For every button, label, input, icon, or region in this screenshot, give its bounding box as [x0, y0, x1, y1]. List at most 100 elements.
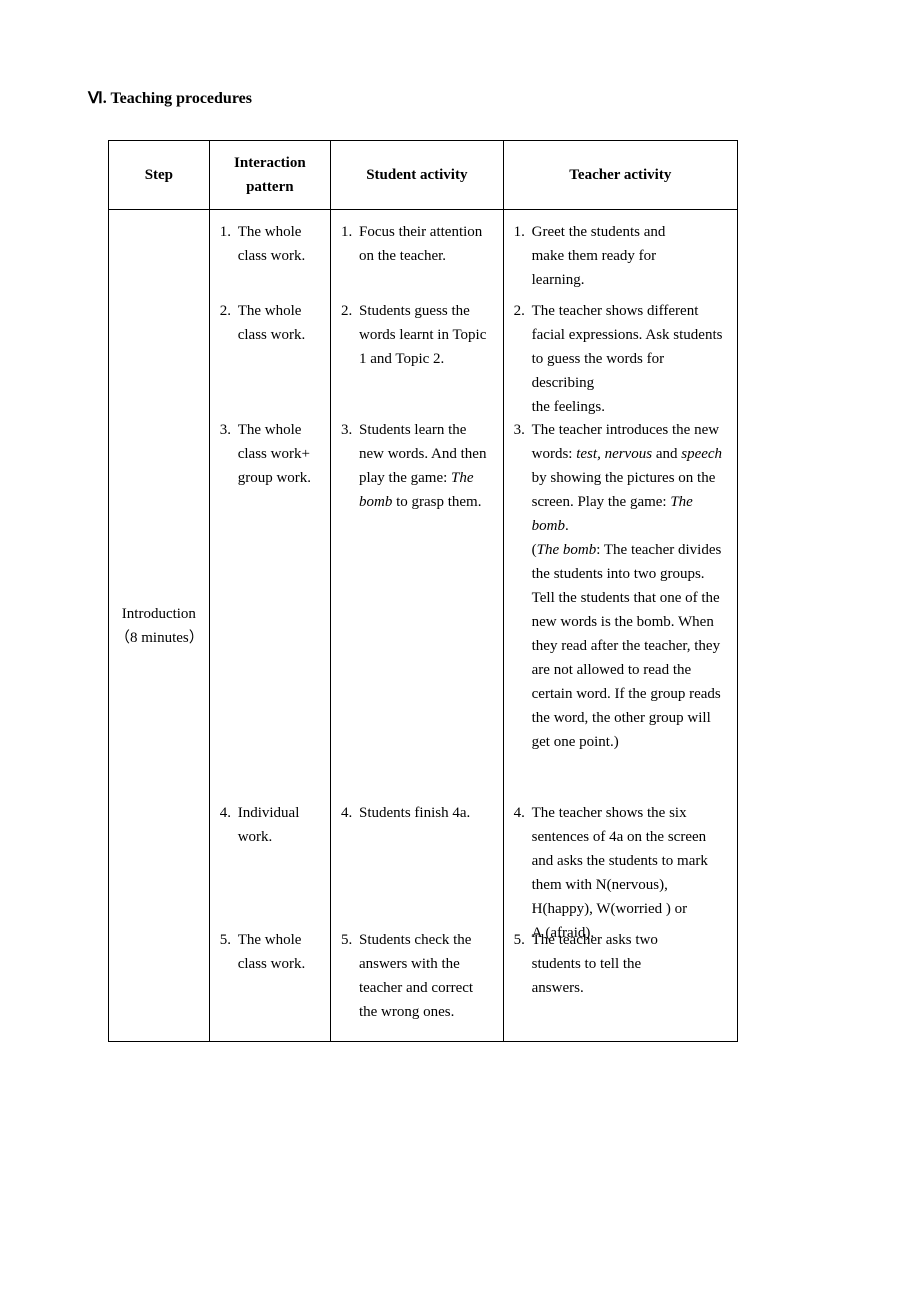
line: work. [238, 829, 273, 845]
line: class work. [238, 248, 306, 264]
interaction-item-1: 1. The whole class work. [220, 220, 320, 296]
line: Students finish 4a. [359, 805, 470, 821]
italic-text: bomb [359, 494, 392, 510]
txt: Students finish 4a. [359, 801, 493, 825]
txt: The whole class work. [238, 299, 320, 347]
num: 1. [514, 220, 532, 292]
italic-text: The bomb [537, 542, 597, 558]
italic-text: test, nervous [576, 446, 652, 462]
num: 5. [514, 928, 532, 1000]
num: 2. [341, 299, 359, 371]
student-item-4: 4. Students finish 4a. [341, 801, 493, 925]
line: The teacher asks two [532, 932, 658, 948]
num: 2. [220, 299, 238, 347]
txt: Students guess the words learnt in Topic 1… [359, 299, 493, 371]
line: Greet the students and [532, 224, 666, 240]
teacher-item-5: 5. The teacher asks two students to tell … [514, 928, 727, 1000]
txt: The teacher asks two students to tell the… [532, 928, 727, 1000]
line: The whole [238, 303, 302, 319]
line: . [565, 518, 569, 534]
line: words learnt in Topic [359, 327, 486, 343]
student-item-5: 5. Students check the answers with the tea… [341, 928, 493, 1024]
line: Students learn the [359, 422, 466, 438]
teacher-item-2: 2. The teacher shows different facial ex… [514, 299, 727, 415]
step-label-l1: Introduction [122, 606, 196, 622]
line: The whole [238, 224, 302, 240]
line: new words. And then [359, 446, 487, 462]
txt: The teacher shows different facial expre… [532, 299, 727, 419]
teacher-item-4: 4. The teacher shows the six sentences o… [514, 801, 727, 925]
line: answers. [532, 980, 584, 996]
header-step: Step [109, 141, 210, 210]
header-interaction: Interaction pattern [209, 141, 330, 210]
line: learning. [532, 272, 585, 288]
table-header-row: Step Interaction pattern Student activit… [109, 141, 738, 210]
line: to grasp them. [392, 494, 481, 510]
num: 4. [220, 801, 238, 849]
header-teacher: Teacher activity [503, 141, 737, 210]
num: 2. [514, 299, 532, 419]
num: 1. [341, 220, 359, 268]
txt: Students check the answers with the teache… [359, 928, 493, 1024]
line: The teacher shows the six sentences of 4… [532, 805, 708, 917]
line: class work+ [238, 446, 310, 462]
teacher-item-3: 3. The teacher introduces the new words:… [514, 418, 727, 798]
num: 3. [220, 418, 238, 490]
txt: The whole class work+ group work. [238, 418, 320, 490]
line: 1 and Topic 2. [359, 351, 444, 367]
txt: The whole class work. [238, 220, 320, 268]
step-label-l2: （8 minutes） [115, 630, 204, 646]
txt: The teacher shows the six sentences of 4… [532, 801, 727, 945]
line: answers with the [359, 956, 460, 972]
table-body-row: Introduction （8 minutes） 1. The whole cla… [109, 210, 738, 1042]
num: 3. [341, 418, 359, 514]
num: 4. [341, 801, 359, 825]
step-cell: Introduction （8 minutes） [109, 210, 210, 1042]
student-item-2: 2. Students guess the words learnt in Top… [341, 299, 493, 415]
procedures-table-wrap: Step Interaction pattern Student activit… [108, 140, 832, 1042]
line: students to tell the [532, 956, 642, 972]
line: class work. [238, 956, 306, 972]
italic-text: speech [681, 446, 722, 462]
txt: Greet the students and make them ready fo… [532, 220, 727, 292]
line: Students check the [359, 932, 471, 948]
interaction-item-4: 4. Individual work. [220, 801, 320, 925]
procedures-table: Step Interaction pattern Student activit… [108, 140, 738, 1042]
line: The teacher shows different facial expre… [532, 303, 723, 391]
txt: Students learn the new words. And then pla… [359, 418, 493, 514]
interaction-item-2: 2. The whole class work. [220, 299, 320, 415]
line: class work. [238, 327, 306, 343]
line: play the game: [359, 470, 451, 486]
student-cell: 1. Focus their attentionon the teacher. … [330, 210, 503, 1042]
teacher-cell: 1. Greet the students and make them ready… [503, 210, 737, 1042]
line: the feelings. [532, 399, 605, 415]
student-item-3: 3. Students learn the new words. And then… [341, 418, 493, 798]
line: The whole [238, 932, 302, 948]
line: Focus their attention [359, 224, 482, 240]
num: 4. [514, 801, 532, 945]
line: Individual [238, 805, 300, 821]
section-title: Ⅵ. Teaching procedures [88, 88, 832, 108]
txt: The teacher introduces the new words: te… [532, 418, 727, 754]
interaction-item-5: 5. The wholeclass work. [220, 928, 320, 976]
num: 1. [220, 220, 238, 268]
num: 5. [341, 928, 359, 1024]
line: the wrong ones. [359, 1004, 454, 1020]
line: Students guess the [359, 303, 470, 319]
teacher-item-1: 1. Greet the students and make them ready… [514, 220, 727, 296]
line: group work. [238, 470, 311, 486]
txt: Focus their attention on the teacher. [359, 220, 493, 268]
line: The whole [238, 422, 302, 438]
line: and [652, 446, 681, 462]
line: make them ready for [532, 248, 657, 264]
num: 3. [514, 418, 532, 754]
txt: Individual work. [238, 801, 320, 849]
txt: The whole class work. [238, 928, 320, 976]
header-interaction-l1: Interaction [234, 155, 306, 171]
line: on the teacher. [359, 248, 446, 264]
italic-text: The [451, 470, 474, 486]
header-student: Student activity [330, 141, 503, 210]
student-item-1: 1. Focus their attention on the teacher. [341, 220, 493, 296]
interaction-cell: 1. The whole class work. 2. The whole clas… [209, 210, 330, 1042]
line: teacher and correct [359, 980, 473, 996]
